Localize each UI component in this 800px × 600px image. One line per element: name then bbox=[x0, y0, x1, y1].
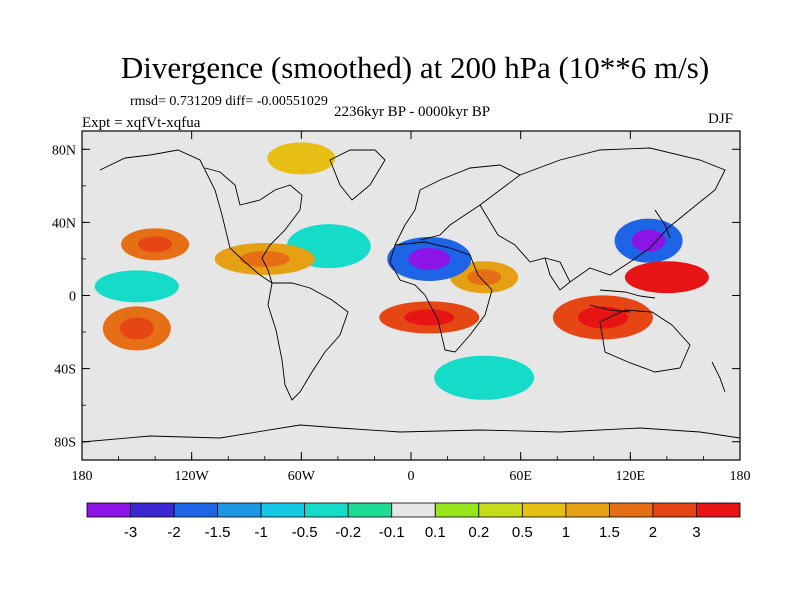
coastlines bbox=[82, 147, 740, 443]
x-tick-label: 0 bbox=[408, 469, 415, 484]
colorbar-swatch bbox=[434, 502, 480, 518]
field-feature-core bbox=[408, 247, 451, 270]
colorbar-label: 0.5 bbox=[512, 524, 533, 541]
colorbar-label: 1 bbox=[562, 524, 570, 541]
colorbar-swatch bbox=[304, 502, 349, 518]
colorbar-swatch bbox=[696, 502, 741, 518]
map-axes: 180 120W 60W 0 60E 120E 180 80N 40N 0 40S 80S bbox=[52, 131, 751, 484]
map-background bbox=[82, 131, 740, 460]
field-feature-core bbox=[138, 236, 173, 253]
colorbar-swatch bbox=[86, 502, 131, 518]
x-tick-label: 180 bbox=[730, 469, 751, 484]
field-feature-core bbox=[404, 309, 455, 326]
colorbar-swatch bbox=[391, 502, 436, 518]
field-feature-core bbox=[467, 269, 502, 286]
colorbar-label: -0.1 bbox=[379, 524, 405, 541]
colorbar-label: 0.1 bbox=[425, 524, 446, 541]
x-tick-label: 60E bbox=[509, 469, 532, 484]
colorbar-swatch bbox=[130, 502, 175, 518]
x-tick-label: 120W bbox=[175, 469, 210, 484]
colorbar-swatch bbox=[652, 502, 697, 518]
divergence-field bbox=[94, 142, 709, 400]
coast-africa bbox=[389, 241, 493, 353]
y-tick-label: 40S bbox=[54, 363, 76, 378]
coast-asia bbox=[479, 147, 726, 283]
field-feature bbox=[94, 270, 179, 303]
colorbar-swatch bbox=[565, 502, 610, 518]
colorbar-swatch bbox=[521, 502, 567, 518]
colorbar-label: -3 bbox=[124, 524, 137, 541]
y-tick-label: 80N bbox=[52, 143, 76, 158]
x-tick-label: 60W bbox=[288, 469, 316, 484]
field-feature bbox=[434, 355, 535, 400]
experiment-label: Expt = xqfVt-xqfua bbox=[82, 115, 201, 131]
coast-europe bbox=[394, 164, 521, 246]
colorbar: -3 -2 -1.5 -1 -0.5 -0.2 -0.1 0.1 0.2 0.5 1 1.5 2 3 bbox=[86, 502, 741, 541]
plot-title: Divergence (smoothed) at 200 hPa (10**6 … bbox=[120, 50, 710, 85]
coast-japan bbox=[654, 209, 671, 239]
colorbar-label: -2 bbox=[167, 524, 180, 541]
coast-southeast-asia bbox=[589, 289, 656, 313]
field-feature-core bbox=[239, 250, 290, 267]
colorbar-swatch bbox=[347, 502, 393, 518]
field-feature bbox=[267, 142, 336, 175]
colorbar-label: 1.5 bbox=[599, 524, 620, 541]
colorbar-swatch bbox=[217, 502, 262, 518]
coast-north-america bbox=[99, 149, 303, 285]
stats-text: rmsd= 0.731209 diff= -0.00551029 bbox=[130, 94, 328, 109]
colorbar-label: 0.2 bbox=[468, 524, 489, 541]
coast-australia bbox=[599, 309, 691, 373]
coast-antarctica bbox=[82, 424, 740, 443]
colorbar-label: -0.2 bbox=[335, 524, 361, 541]
period-label: 2236kyr BP - 0000kyr BP bbox=[333, 104, 491, 120]
coast-new-zealand bbox=[711, 361, 726, 393]
coast-south-america bbox=[267, 282, 349, 401]
coast-india bbox=[544, 257, 571, 291]
field-feature-core bbox=[631, 229, 666, 252]
y-tick-label: 80S bbox=[54, 436, 76, 451]
colorbar-swatch bbox=[609, 502, 654, 518]
colorbar-label: -1 bbox=[254, 524, 267, 541]
colorbar-label: -0.5 bbox=[292, 524, 318, 541]
coast-greenland bbox=[329, 149, 386, 201]
colorbar-swatch bbox=[478, 502, 523, 518]
colorbar-swatch bbox=[260, 502, 306, 518]
x-tick-label: 180 bbox=[72, 469, 93, 484]
colorbar-label: 2 bbox=[649, 524, 657, 541]
x-tick-label: 120E bbox=[616, 469, 646, 484]
season-label: DJF bbox=[708, 111, 734, 127]
field-feature-core bbox=[645, 269, 688, 286]
colorbar-label: -1.5 bbox=[205, 524, 231, 541]
field-feature-core bbox=[119, 317, 154, 340]
y-tick-label: 0 bbox=[69, 290, 76, 305]
y-tick-label: 40N bbox=[52, 216, 76, 231]
field-feature-core bbox=[577, 306, 628, 329]
colorbar-label: 3 bbox=[692, 524, 700, 541]
colorbar-swatch bbox=[173, 502, 218, 518]
